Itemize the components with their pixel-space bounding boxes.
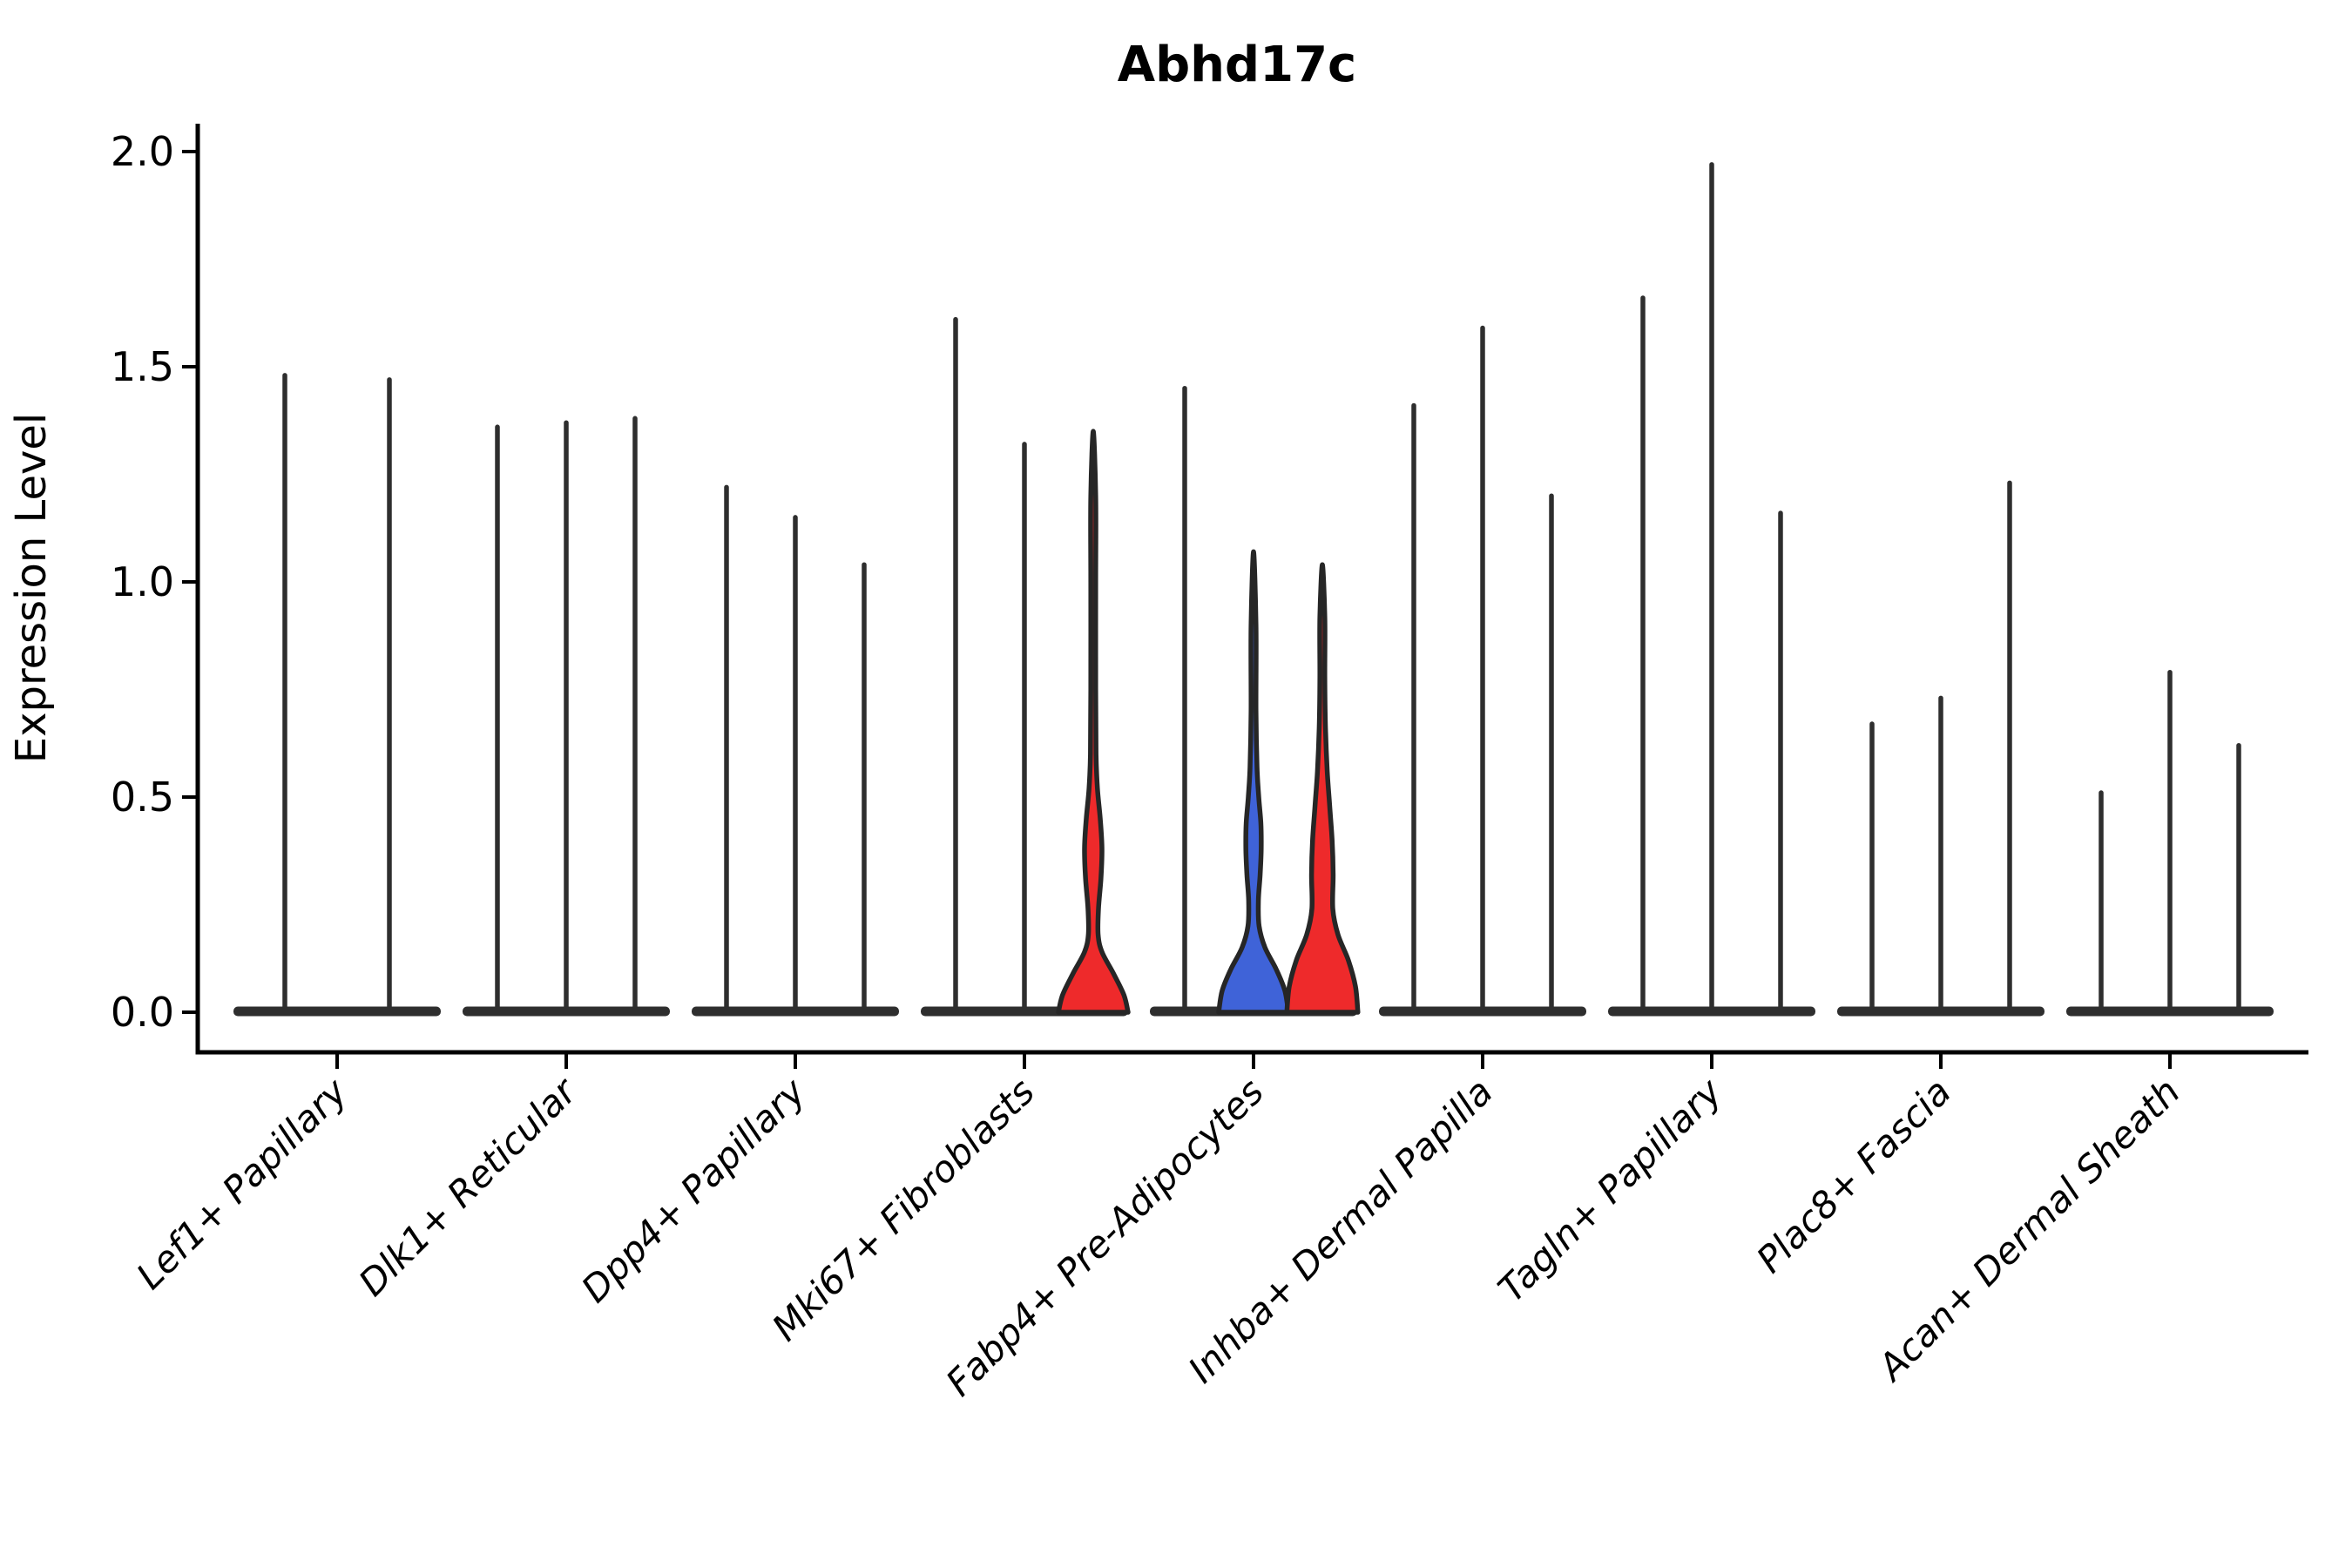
y-tick-label: 0.5 — [111, 774, 174, 821]
x-tick-label: Dpp4+ Papillary — [573, 1070, 814, 1311]
y-axis-label: Expression Level — [7, 413, 56, 764]
y-tick-label: 1.5 — [111, 343, 174, 390]
y-tick-label: 2.0 — [111, 128, 174, 175]
x-tick-label: Lef1+ Papillary — [128, 1070, 356, 1298]
violin-group-base — [233, 1006, 441, 1017]
x-tick-label: Dlk1+ Reticular — [350, 1068, 586, 1304]
violin-body-blue — [1216, 549, 1291, 1015]
x-tick-label: Plac8+ Fascia — [1748, 1070, 1959, 1281]
y-tick-label: 1.0 — [111, 558, 174, 605]
chart-title: Abhd17c — [1118, 37, 1357, 93]
x-tick-label: Mki67+ Fibroblasts — [764, 1070, 1043, 1348]
violin-body-red — [1284, 562, 1361, 1015]
x-tick-label: Tagln+ Papillary — [1490, 1070, 1731, 1311]
y-tick-label: 0.0 — [111, 989, 174, 1036]
violin-body-red — [1056, 429, 1131, 1015]
